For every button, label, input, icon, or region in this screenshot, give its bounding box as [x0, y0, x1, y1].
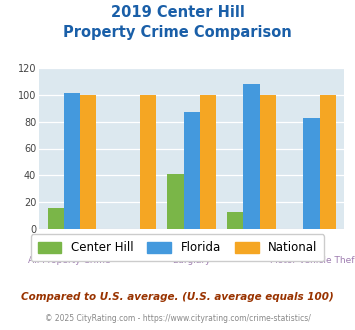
Bar [200, 95, 216, 229]
Bar [80, 95, 96, 229]
Text: Motor Vehicle Theft: Motor Vehicle Theft [270, 256, 355, 265]
Bar [184, 112, 200, 229]
Legend: Center Hill, Florida, National: Center Hill, Florida, National [31, 234, 324, 261]
Bar [140, 95, 156, 229]
Text: Burglary: Burglary [173, 256, 211, 265]
Text: Property Crime Comparison: Property Crime Comparison [63, 25, 292, 40]
Bar [244, 84, 260, 229]
Bar [303, 117, 320, 229]
Text: Larceny & Theft: Larceny & Theft [217, 244, 289, 253]
Bar [260, 95, 276, 229]
Bar [64, 93, 80, 229]
Text: All Property Crime: All Property Crime [28, 256, 111, 265]
Text: Compared to U.S. average. (U.S. average equals 100): Compared to U.S. average. (U.S. average … [21, 292, 334, 302]
Text: © 2025 CityRating.com - https://www.cityrating.com/crime-statistics/: © 2025 CityRating.com - https://www.city… [45, 314, 310, 323]
Bar [48, 208, 64, 229]
Text: Arson: Arson [118, 244, 143, 253]
Text: 2019 Center Hill: 2019 Center Hill [110, 5, 245, 20]
Bar [168, 174, 184, 229]
Bar [227, 212, 244, 229]
Bar [320, 95, 336, 229]
